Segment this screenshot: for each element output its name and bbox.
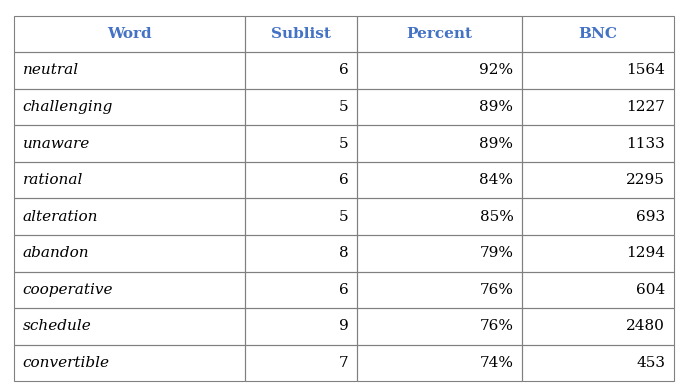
Text: 1294: 1294 [626, 246, 665, 260]
Bar [522, 308, 674, 345]
Text: challenging: challenging [23, 100, 113, 114]
Text: Percent: Percent [407, 27, 473, 41]
Bar [357, 308, 522, 345]
Text: unaware: unaware [23, 137, 90, 151]
Text: 1133: 1133 [627, 137, 665, 151]
Bar [245, 89, 357, 125]
Text: 79%: 79% [480, 246, 513, 260]
Bar [522, 235, 674, 272]
Bar [14, 16, 245, 52]
Bar [357, 345, 522, 381]
Bar [357, 89, 522, 125]
Text: 9: 9 [338, 319, 348, 333]
Text: alteration: alteration [23, 210, 98, 224]
Bar [245, 52, 357, 89]
Text: 1564: 1564 [626, 63, 665, 77]
Text: 5: 5 [338, 137, 348, 151]
Text: 8: 8 [338, 246, 348, 260]
Bar [357, 198, 522, 235]
Bar [357, 235, 522, 272]
Bar [245, 198, 357, 235]
Bar [245, 16, 357, 52]
Text: cooperative: cooperative [23, 283, 114, 297]
Text: 2295: 2295 [626, 173, 665, 187]
Text: 85%: 85% [480, 210, 513, 224]
Bar [522, 162, 674, 198]
Text: 84%: 84% [480, 173, 513, 187]
Bar [14, 308, 245, 345]
Text: 74%: 74% [480, 356, 513, 370]
Text: 2480: 2480 [626, 319, 665, 333]
Bar [357, 272, 522, 308]
Text: 6: 6 [338, 283, 348, 297]
Bar [14, 198, 245, 235]
Text: rational: rational [23, 173, 83, 187]
Text: 76%: 76% [480, 283, 513, 297]
Bar [245, 272, 357, 308]
Text: schedule: schedule [23, 319, 92, 333]
Bar [14, 89, 245, 125]
Bar [357, 125, 522, 162]
Text: convertible: convertible [23, 356, 109, 370]
Bar [14, 162, 245, 198]
Bar [245, 308, 357, 345]
Bar [245, 235, 357, 272]
Bar [14, 125, 245, 162]
Text: 89%: 89% [480, 137, 513, 151]
Bar [357, 52, 522, 89]
Bar [522, 52, 674, 89]
Text: Sublist: Sublist [271, 27, 331, 41]
Bar [14, 272, 245, 308]
Bar [522, 16, 674, 52]
Bar [357, 16, 522, 52]
Text: BNC: BNC [579, 27, 618, 41]
Bar [357, 162, 522, 198]
Bar [14, 345, 245, 381]
Text: 6: 6 [338, 63, 348, 77]
Text: 5: 5 [338, 100, 348, 114]
Bar [522, 89, 674, 125]
Text: 6: 6 [338, 173, 348, 187]
Text: 5: 5 [338, 210, 348, 224]
Bar [522, 125, 674, 162]
Text: Word: Word [107, 27, 151, 41]
Text: 693: 693 [636, 210, 665, 224]
Bar [14, 235, 245, 272]
Text: 89%: 89% [480, 100, 513, 114]
Text: abandon: abandon [23, 246, 89, 260]
Bar [245, 125, 357, 162]
Text: neutral: neutral [23, 63, 79, 77]
Text: 1227: 1227 [626, 100, 665, 114]
Text: 92%: 92% [480, 63, 513, 77]
Bar [245, 162, 357, 198]
Bar [522, 345, 674, 381]
Bar [14, 52, 245, 89]
Bar [522, 272, 674, 308]
Text: 76%: 76% [480, 319, 513, 333]
Text: 7: 7 [338, 356, 348, 370]
Text: 604: 604 [636, 283, 665, 297]
Bar [245, 345, 357, 381]
Text: 453: 453 [636, 356, 665, 370]
Bar [522, 198, 674, 235]
